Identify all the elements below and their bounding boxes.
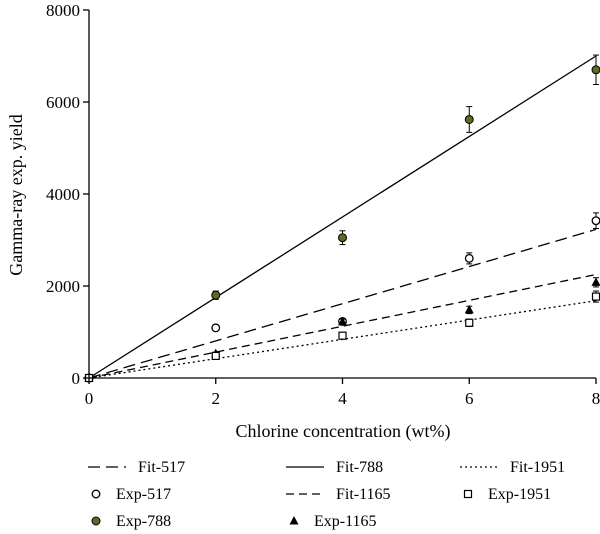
data-point-exp-1165 xyxy=(591,277,600,286)
legend-marker-exp-1951 xyxy=(463,489,473,499)
legend-label-fit-1951: Fit-1951 xyxy=(510,459,565,476)
legend-marker-exp-517 xyxy=(91,489,101,499)
data-point-exp-788 xyxy=(591,65,600,75)
x-tick-label: 8 xyxy=(592,389,600,408)
data-point-exp-1165 xyxy=(464,304,474,314)
data-point-exp-517 xyxy=(464,253,474,263)
x-axis-title: Chlorine concentration (wt%) xyxy=(236,421,451,442)
data-point-exp-788 xyxy=(211,290,221,300)
data-point-exp-517 xyxy=(591,216,600,226)
axes: 0 2 4 6 8 0 2000 4000 6000 8000 xyxy=(46,1,600,408)
legend-label-exp-788: Exp-788 xyxy=(116,513,171,530)
legend-label-exp-517: Exp-517 xyxy=(116,486,171,503)
legend-label-fit-1165: Fit-1165 xyxy=(336,486,391,503)
y-tick-label: 2000 xyxy=(46,277,80,296)
x-tick-label: 0 xyxy=(85,389,94,408)
legend-label-exp-1165: Exp-1165 xyxy=(314,513,377,530)
y-tick-label: 6000 xyxy=(46,93,80,112)
data-point-exp-788 xyxy=(464,114,474,124)
y-tick-label: 8000 xyxy=(46,1,80,20)
legend-label-fit-788: Fit-788 xyxy=(336,459,383,476)
x-tick-label: 6 xyxy=(465,389,474,408)
series-line-fit-1165 xyxy=(88,273,597,379)
legend-marker-exp-1165 xyxy=(289,516,299,525)
legend-label-exp-1951: Exp-1951 xyxy=(488,486,551,503)
plot-area xyxy=(84,54,600,383)
data-point-exp-517 xyxy=(211,323,221,333)
legend: Fit-517 Exp-517 Exp-788 Fit-788 Fit-1165 Exp-… xyxy=(88,459,565,530)
legend-marker-exp-788 xyxy=(91,516,101,526)
data-point-exp-1951 xyxy=(211,351,220,361)
series-line-fit-788 xyxy=(88,55,597,379)
data-point-exp-1951 xyxy=(338,331,347,340)
data-point-exp-1951 xyxy=(591,292,600,301)
data-point-exp-1951 xyxy=(465,318,474,327)
y-tick-label: 0 xyxy=(72,369,81,388)
legend-label-fit-517: Fit-517 xyxy=(138,459,185,476)
x-tick-label: 2 xyxy=(212,389,221,408)
series-line-fit-517 xyxy=(88,228,597,379)
y-axis-title: Gamma-ray exp. yield xyxy=(6,114,26,275)
data-point-exp-1165 xyxy=(338,316,347,326)
data-point-exp-788 xyxy=(338,233,347,243)
x-tick-label: 4 xyxy=(338,389,347,408)
y-tick-label: 4000 xyxy=(46,185,80,204)
